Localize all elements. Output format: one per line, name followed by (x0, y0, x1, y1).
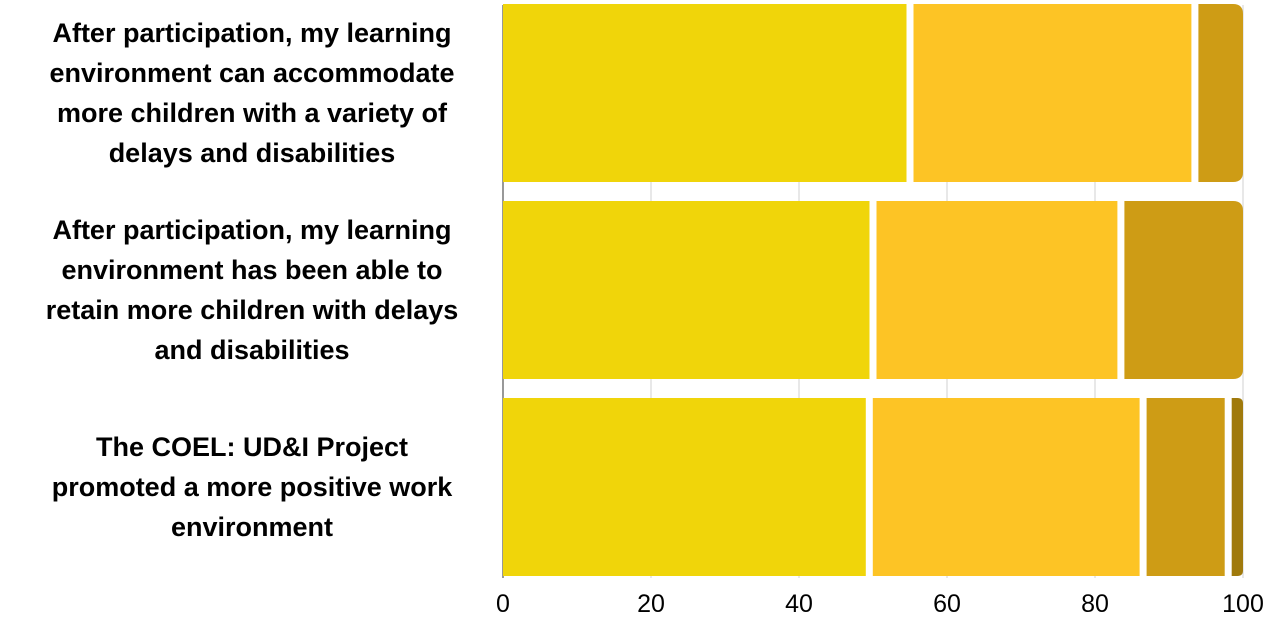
category-label-2: After participation, my learning environm… (46, 215, 459, 365)
bars (503, 4, 1243, 576)
category-label-2-line-1: After participation, my learning (52, 215, 451, 245)
category-labels: After participation, my learning environm… (46, 18, 459, 542)
bar-cat1-series1 (503, 4, 907, 182)
category-label-2-line-4: and disabilities (154, 335, 349, 365)
bar-cat3-series4 (1231, 398, 1243, 576)
bar-cat1-series2 (913, 4, 1192, 182)
bar-cat3-series3 (1146, 398, 1225, 576)
category-label-1: After participation, my learning environm… (49, 18, 454, 168)
x-tick-label-60: 60 (933, 590, 961, 617)
x-tick-label-20: 20 (637, 590, 665, 617)
x-axis-ticks: 0 20 40 60 80 100 (496, 590, 1264, 617)
category-label-1-line-2: environment can accommodate (49, 58, 454, 88)
x-tick-label-0: 0 (496, 590, 510, 617)
category-label-3: The COEL: UD&I Project promoted a more po… (52, 432, 454, 542)
x-tick-label-100: 100 (1222, 590, 1264, 617)
category-label-1-line-1: After participation, my learning (52, 18, 451, 48)
category-label-3-line-2: promoted a more positive work (52, 472, 454, 502)
category-label-1-line-4: delays and disabilities (109, 138, 396, 168)
x-tick-label-80: 80 (1081, 590, 1109, 617)
bar-cat3-series2 (872, 398, 1140, 576)
bar-cat3-series1 (503, 398, 866, 576)
x-tick-label-40: 40 (785, 590, 813, 617)
bar-cat1-series3 (1198, 4, 1243, 182)
bar-cat2-series2 (876, 201, 1118, 379)
category-label-3-line-1: The COEL: UD&I Project (96, 432, 408, 462)
category-label-2-line-3: retain more children with delays (46, 295, 459, 325)
category-label-1-line-3: more children with a variety of (57, 98, 448, 128)
bar-cat2-series3 (1124, 201, 1243, 379)
category-label-2-line-2: environment has been able to (61, 255, 442, 285)
bar-cat2-series1 (503, 201, 870, 379)
category-label-3-line-3: environment (171, 512, 333, 542)
